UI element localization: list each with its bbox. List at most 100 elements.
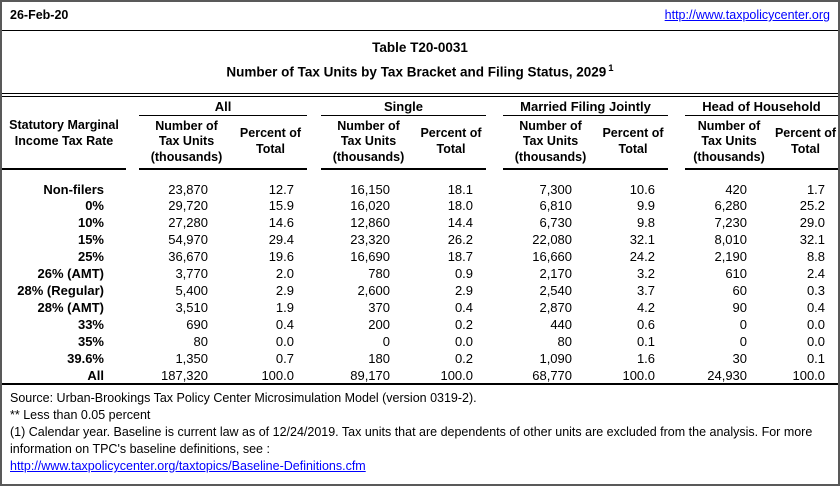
cell-number-of-tax-units: 610 [725,266,748,281]
cell-percent-of-total: 2.9 [275,283,294,298]
row-header-label: Statutory Marginal Income Tax Rate [2,95,126,170]
column-gap [307,282,321,299]
column-header-number: Number of Tax Units (thousands) [321,115,416,170]
cell-number-of-tax-units: 60 [732,283,748,298]
cell-number-of-tax-units: 2,600 [357,283,390,298]
cell-percent-of-total: 0.6 [636,317,656,332]
cell-percent-of-total: 100.0 [622,367,656,383]
cell-number-of-tax-units: 27,280 [168,215,208,230]
cell-number-of-tax-units: 22,080 [532,232,573,247]
column-header-percent: Percent of Total [598,115,669,170]
footer-less-than-note: ** Less than 0.05 percent [10,408,151,422]
cell-number-of-tax-units: 187,320 [161,367,208,383]
column-gap [126,316,139,333]
column-gap [126,231,139,248]
column-gap [486,248,503,265]
row-label: 25% [77,249,104,264]
column-gap [668,350,685,367]
cell-percent-of-total: 0.4 [454,300,474,315]
table-row: 15% 54,970 29.4 23,320 26.2 22,080 32.1 8,010 32… [2,231,838,248]
cell-percent-of-total: 24.2 [629,249,656,264]
cell-number-of-tax-units: 2,170 [539,266,573,281]
cell-percent-of-total: 12.7 [268,182,294,197]
cell-percent-of-total: 29.0 [799,215,826,230]
table-row: All 187,320 100.0 89,170 100.0 68,770 100.0 24,… [2,367,838,384]
column-gap [486,316,503,333]
cell-number-of-tax-units: 16,150 [350,182,390,197]
cell-number-of-tax-units: 16,020 [350,198,390,213]
row-label: Non-filers [43,182,104,197]
cell-number-of-tax-units: 16,660 [532,249,573,264]
cell-number-of-tax-units: 23,870 [168,182,208,197]
cell-percent-of-total: 0.0 [806,317,826,332]
column-gap [307,231,321,248]
cell-percent-of-total: 32.1 [629,232,656,247]
cell-percent-of-total: 18.0 [447,198,474,213]
cell-number-of-tax-units: 780 [368,266,390,281]
column-gap [486,367,503,384]
table-row: 0% 29,720 15.9 16,020 18.0 6,810 9.9 6,280 25.2 [2,197,838,214]
cell-percent-of-total: 2.4 [806,266,826,281]
group-header-head-of-household: Head of Household [685,95,838,116]
cell-percent-of-total: 29.4 [268,232,294,247]
row-label: 26% (AMT) [37,266,104,281]
cell-number-of-tax-units: 6,810 [539,198,573,213]
baseline-definitions-link[interactable]: http://www.taxpolicycenter.org/taxtopics… [10,459,366,473]
cell-percent-of-total: 9.8 [636,215,656,230]
cell-percent-of-total: 26.2 [447,232,474,247]
cell-number-of-tax-units: 3,770 [175,266,208,281]
site-link[interactable]: http://www.taxpolicycenter.org [664,8,830,22]
table-row: 26% (AMT) 3,770 2.0 780 0.9 2,170 3.2 610 2.4 [2,265,838,282]
subtitle-text: Number of Tax Units by Tax Bracket and F… [226,64,607,80]
cell-number-of-tax-units: 24,930 [707,367,748,383]
cell-percent-of-total: 14.4 [447,215,474,230]
cell-number-of-tax-units: 2,190 [714,249,748,264]
column-gap [486,197,503,214]
cell-percent-of-total: 1.9 [275,300,294,315]
column-gap [668,316,685,333]
cell-percent-of-total: 0.0 [275,334,294,349]
column-gap [307,316,321,333]
cell-percent-of-total: 19.6 [268,249,294,264]
column-gap [486,333,503,350]
cell-percent-of-total: 32.1 [799,232,826,247]
cell-number-of-tax-units: 2,540 [539,283,573,298]
column-gap [668,367,685,384]
footer-notes: Source: Urban-Brookings Tax Policy Cente… [2,385,838,475]
cell-number-of-tax-units: 5,400 [175,283,208,298]
column-gap [307,333,321,350]
title-block: Table T20-0031 Number of Tax Units by Ta… [2,31,838,93]
column-gap [126,299,139,316]
cell-number-of-tax-units: 68,770 [532,367,573,383]
column-gap [486,265,503,282]
cell-number-of-tax-units: 89,170 [350,367,390,383]
cell-percent-of-total: 0.4 [806,300,826,315]
column-gap [668,333,685,350]
cell-number-of-tax-units: 180 [368,351,390,366]
column-gap [486,350,503,367]
cell-percent-of-total: 25.2 [799,198,826,213]
cell-number-of-tax-units: 1,350 [175,351,208,366]
column-gap [668,265,685,282]
tax-units-table: Statutory Marginal Income Tax Rate All S… [2,93,838,385]
column-gap [126,214,139,231]
cell-percent-of-total: 100.0 [792,367,826,383]
table-row: 39.6% 1,350 0.7 180 0.2 1,090 1.6 30 0.1 [2,350,838,367]
cell-percent-of-total: 2.9 [454,283,474,298]
cell-number-of-tax-units: 23,320 [350,232,390,247]
cell-percent-of-total: 1.6 [636,351,656,366]
footnote-marker: 1 [608,63,614,74]
cell-percent-of-total: 9.9 [636,198,656,213]
cell-number-of-tax-units: 36,670 [168,249,208,264]
cell-number-of-tax-units: 2,870 [539,300,573,315]
cell-number-of-tax-units: 54,970 [168,232,208,247]
column-gap [307,367,321,384]
column-gap [486,95,503,169]
cell-percent-of-total: 0.2 [454,351,474,366]
column-gap [486,214,503,231]
column-header-number: Number of Tax Units (thousands) [139,115,234,170]
cell-percent-of-total: 0.9 [454,266,474,281]
cell-percent-of-total: 3.7 [636,283,656,298]
page-title: Table T20-0031 [372,40,468,55]
